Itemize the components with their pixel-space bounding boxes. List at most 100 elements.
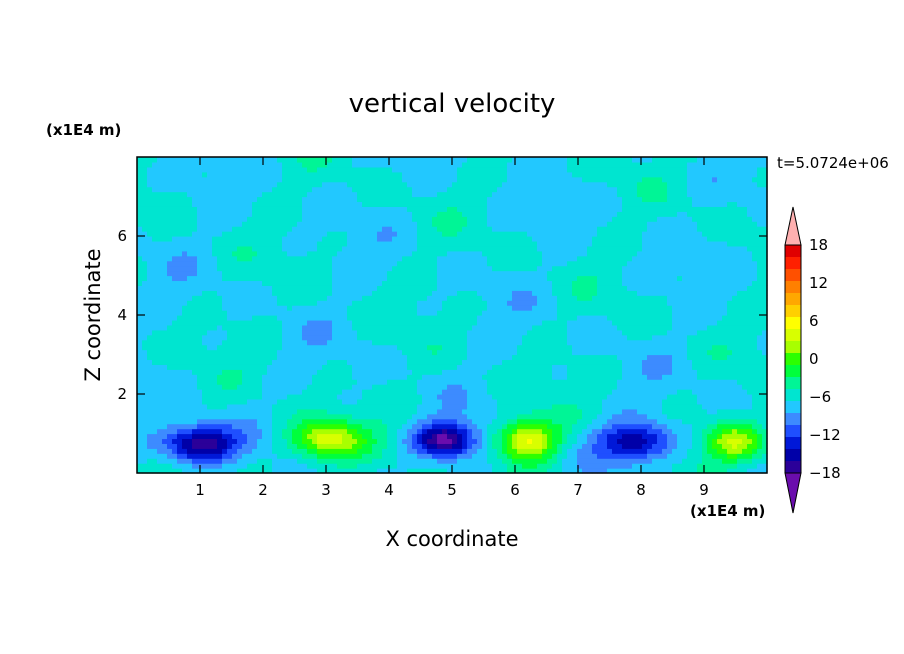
heatmap-cell [447,389,453,395]
heatmap-cell [447,270,453,277]
heatmap-cell [417,245,423,252]
heatmap-cell [172,211,178,217]
heatmap-cell [417,463,423,469]
heatmap-cell [407,398,413,405]
heatmap-cell [472,250,478,257]
heatmap-cell [512,196,518,203]
heatmap-cell [212,458,218,464]
heatmap-cell [372,201,378,207]
heatmap-cell [407,310,413,316]
heatmap-cell [517,265,523,272]
heatmap-cell [327,216,333,222]
heatmap-cell [252,236,258,242]
heatmap-cell [457,329,463,336]
heatmap-cell [307,324,313,331]
heatmap-cell [157,310,163,316]
heatmap-cell [167,339,173,346]
heatmap-cell [417,280,423,286]
heatmap-cell [267,413,273,420]
heatmap-cell [322,379,328,385]
heatmap-cell [372,166,378,173]
heatmap-cell [227,166,233,173]
heatmap-cell [322,324,328,331]
heatmap-cell [387,275,393,282]
heatmap-cell [352,305,358,311]
heatmap-cell [517,280,523,286]
heatmap-cell [432,161,438,168]
heatmap-cell [342,300,348,306]
heatmap-cell [447,344,453,351]
heatmap-cell [522,384,528,390]
heatmap-cell [452,339,458,346]
heatmap-cell [202,305,208,311]
heatmap-cell [157,236,163,242]
heatmap-cell [342,398,348,405]
heatmap-cell [272,468,278,474]
heatmap-cell [402,379,408,385]
heatmap-cell [247,226,253,232]
heatmap-cell [392,398,398,405]
heatmap-cell [377,260,383,267]
heatmap-cell [197,428,203,435]
heatmap-cell [317,413,323,420]
heatmap-cell [522,334,528,341]
heatmap-cell [182,270,188,277]
heatmap-cell [342,413,348,420]
heatmap-cell [492,280,498,286]
heatmap-cell [142,364,148,370]
heatmap-cell [277,211,283,217]
heatmap-cell [422,315,428,321]
heatmap-cell [487,290,493,296]
heatmap-cell [332,250,338,257]
heatmap-cell [347,379,353,385]
heatmap-cell [512,245,518,252]
heatmap-cell [202,231,208,237]
heatmap-cell [247,245,253,252]
heatmap-cell [312,384,318,390]
heatmap-cell [332,280,338,286]
heatmap-cell [337,453,343,459]
heatmap-cell [447,448,453,454]
heatmap-cell [227,468,233,474]
heatmap-cell [217,305,223,311]
heatmap-cell [167,245,173,252]
heatmap-cell [232,369,238,375]
heatmap-cell [432,458,438,464]
heatmap-cell [347,433,353,440]
heatmap-cell [317,458,323,464]
heatmap-cell [162,270,168,277]
heatmap-cell [237,240,243,247]
heatmap-cell [397,364,403,370]
heatmap-cell [482,329,488,336]
heatmap-cell [232,310,238,316]
heatmap-cell [447,285,453,291]
heatmap-cell [402,394,408,400]
heatmap-cell [167,310,173,316]
heatmap-cell [482,334,488,341]
heatmap-cell [377,270,383,277]
heatmap-cell [367,221,373,227]
heatmap-cell [202,315,208,321]
heatmap-cell [402,463,408,469]
heatmap-cell [442,418,448,425]
heatmap-cell [437,216,443,222]
heatmap-cell [372,374,378,380]
heatmap-cell [392,285,398,291]
heatmap-cell [382,295,388,301]
heatmap-cell [417,379,423,385]
heatmap-cell [392,201,398,207]
heatmap-cell [232,453,238,459]
heatmap-cell [222,389,228,395]
heatmap-cell [512,438,518,444]
heatmap-cell [217,394,223,400]
heatmap-cell [427,369,433,375]
heatmap-cell [477,245,483,252]
heatmap-cell [257,354,263,361]
heatmap-cell [412,354,418,361]
heatmap-cell [202,157,208,163]
heatmap-cell [507,468,513,474]
heatmap-cell [207,324,213,331]
heatmap-cell [487,181,493,188]
heatmap-cell [262,329,268,336]
heatmap-cell [437,394,443,400]
